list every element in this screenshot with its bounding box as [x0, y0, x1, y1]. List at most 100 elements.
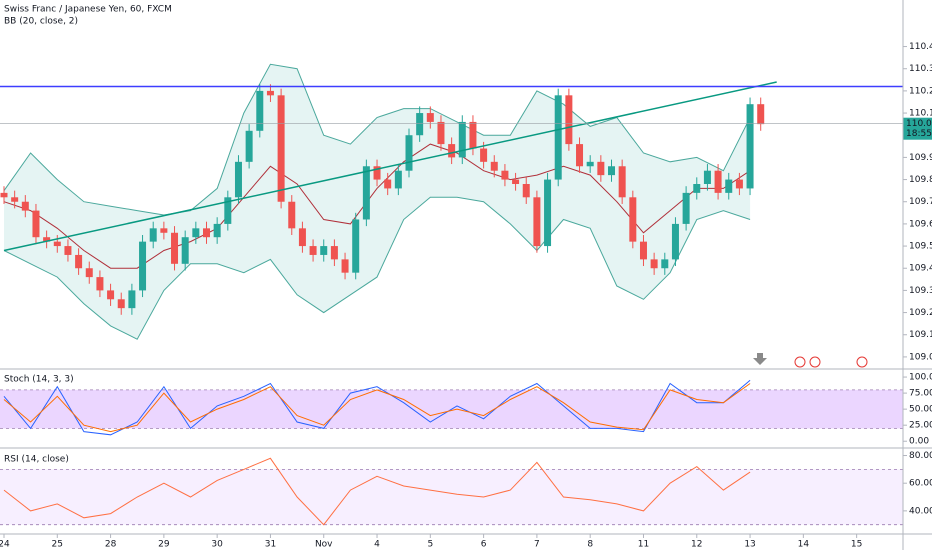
y-tick-label: 109.400 [909, 264, 932, 274]
candle-body [490, 161, 498, 171]
candle-body [512, 179, 520, 184]
candle-body [330, 246, 338, 260]
x-tick-label: 30 [211, 540, 223, 550]
x-tick-label: 15 [851, 540, 862, 550]
y-tick-label: 75.00 [909, 389, 932, 399]
candle-body [64, 246, 72, 255]
candle-body [160, 228, 168, 233]
candle-body [341, 259, 349, 273]
candle-body [469, 121, 477, 149]
indicator-line [3, 457, 751, 526]
candle-body [725, 179, 733, 193]
x-tick-label: 5 [427, 540, 433, 550]
candle-body [213, 223, 221, 238]
candle-body [362, 166, 370, 220]
y-tick-label: 110.400 [909, 42, 932, 52]
y-tick-label: 80.00 [909, 451, 932, 461]
candle-body [171, 232, 179, 264]
candle-body [565, 95, 573, 145]
candle-body [735, 179, 743, 189]
y-tick-label: 109.900 [909, 153, 932, 163]
candle-body [394, 170, 402, 189]
x-tick-label: 12 [691, 540, 702, 550]
y-tick-label: 100.00 [909, 373, 932, 383]
indicator-line [3, 383, 751, 433]
candle-body [11, 197, 19, 202]
candle-body [43, 237, 51, 242]
candle-body [416, 113, 424, 136]
candle-body [277, 95, 285, 202]
layers: 109.000 109.100 109.200 109.300 109.400 109.5… [0, 5, 932, 550]
candle-body [650, 259, 658, 269]
candle-body [53, 241, 61, 247]
candle-body [501, 170, 509, 180]
y-tick-label: 110.200 [909, 86, 932, 96]
candle-body [224, 197, 232, 224]
y-tick-label: 25.00 [909, 421, 932, 431]
x-tick-label: 8 [587, 540, 593, 550]
y-tick-label: 60.00 [909, 479, 932, 489]
candle-body [554, 95, 562, 180]
candle-body [266, 90, 274, 96]
y-tick-label: 110.100 [909, 109, 932, 119]
chart-title: Swiss Franc / Japanese Yen, 60, FXCM [4, 5, 172, 15]
chart-title: RSI (14, close) [4, 455, 69, 465]
candle-body [437, 121, 445, 145]
candle-body [149, 228, 157, 242]
y-tick-label: 109.000 [909, 352, 932, 362]
y-tick-label: 109.300 [909, 286, 932, 296]
candle-body [597, 161, 605, 176]
candle-body [522, 184, 530, 198]
y-tick-label: 109.600 [909, 219, 932, 229]
event-icon[interactable] [809, 356, 821, 368]
band-fill [0, 469, 903, 525]
candle-body [75, 254, 83, 269]
candle-body [405, 135, 413, 171]
trend-line [3, 81, 777, 252]
candle-body [714, 170, 722, 193]
x-tick-label: 11 [638, 540, 649, 550]
candle-body [480, 148, 488, 162]
candle-body [384, 179, 392, 189]
candle-body [85, 268, 93, 278]
candle-body [96, 277, 104, 291]
candle-body [373, 166, 381, 180]
candle-body [661, 259, 669, 269]
candle-body [181, 237, 189, 264]
candle-body [298, 228, 306, 247]
candle-body [618, 166, 626, 198]
x-tick-label: 7 [534, 540, 540, 550]
y-tick-label: 50.00 [909, 405, 932, 415]
candle-body [693, 184, 701, 193]
x-tick-label: 25 [52, 540, 63, 550]
candle-body [107, 290, 115, 300]
candle-body [202, 228, 210, 238]
candle-body [586, 161, 594, 167]
candle-body [682, 192, 690, 224]
y-tick-label: 0.00 [909, 437, 929, 447]
event-icon[interactable] [794, 356, 806, 368]
candle-body [139, 241, 147, 291]
candle-body [533, 197, 541, 247]
x-tick-label: 29 [158, 540, 170, 550]
band-fill [4, 64, 751, 340]
y-tick-label: 109.200 [909, 308, 932, 318]
band-line [3, 196, 751, 340]
candle-body [746, 104, 754, 189]
candle-body [309, 246, 317, 255]
x-tick-label: 24 [0, 540, 10, 550]
candle-body [32, 210, 40, 238]
candle-body [352, 219, 360, 273]
y-tick-label: 110.300 [909, 64, 932, 74]
band-line [3, 143, 751, 269]
event-icon[interactable] [856, 356, 868, 368]
x-tick-label: 4 [374, 540, 380, 550]
candle-body [639, 241, 647, 260]
candle-body [703, 170, 711, 184]
candle-body [21, 201, 29, 211]
event-icons [753, 353, 868, 368]
indicator-line [3, 379, 751, 436]
y-tick-label: 109.700 [909, 197, 932, 207]
candle-body [128, 290, 136, 309]
